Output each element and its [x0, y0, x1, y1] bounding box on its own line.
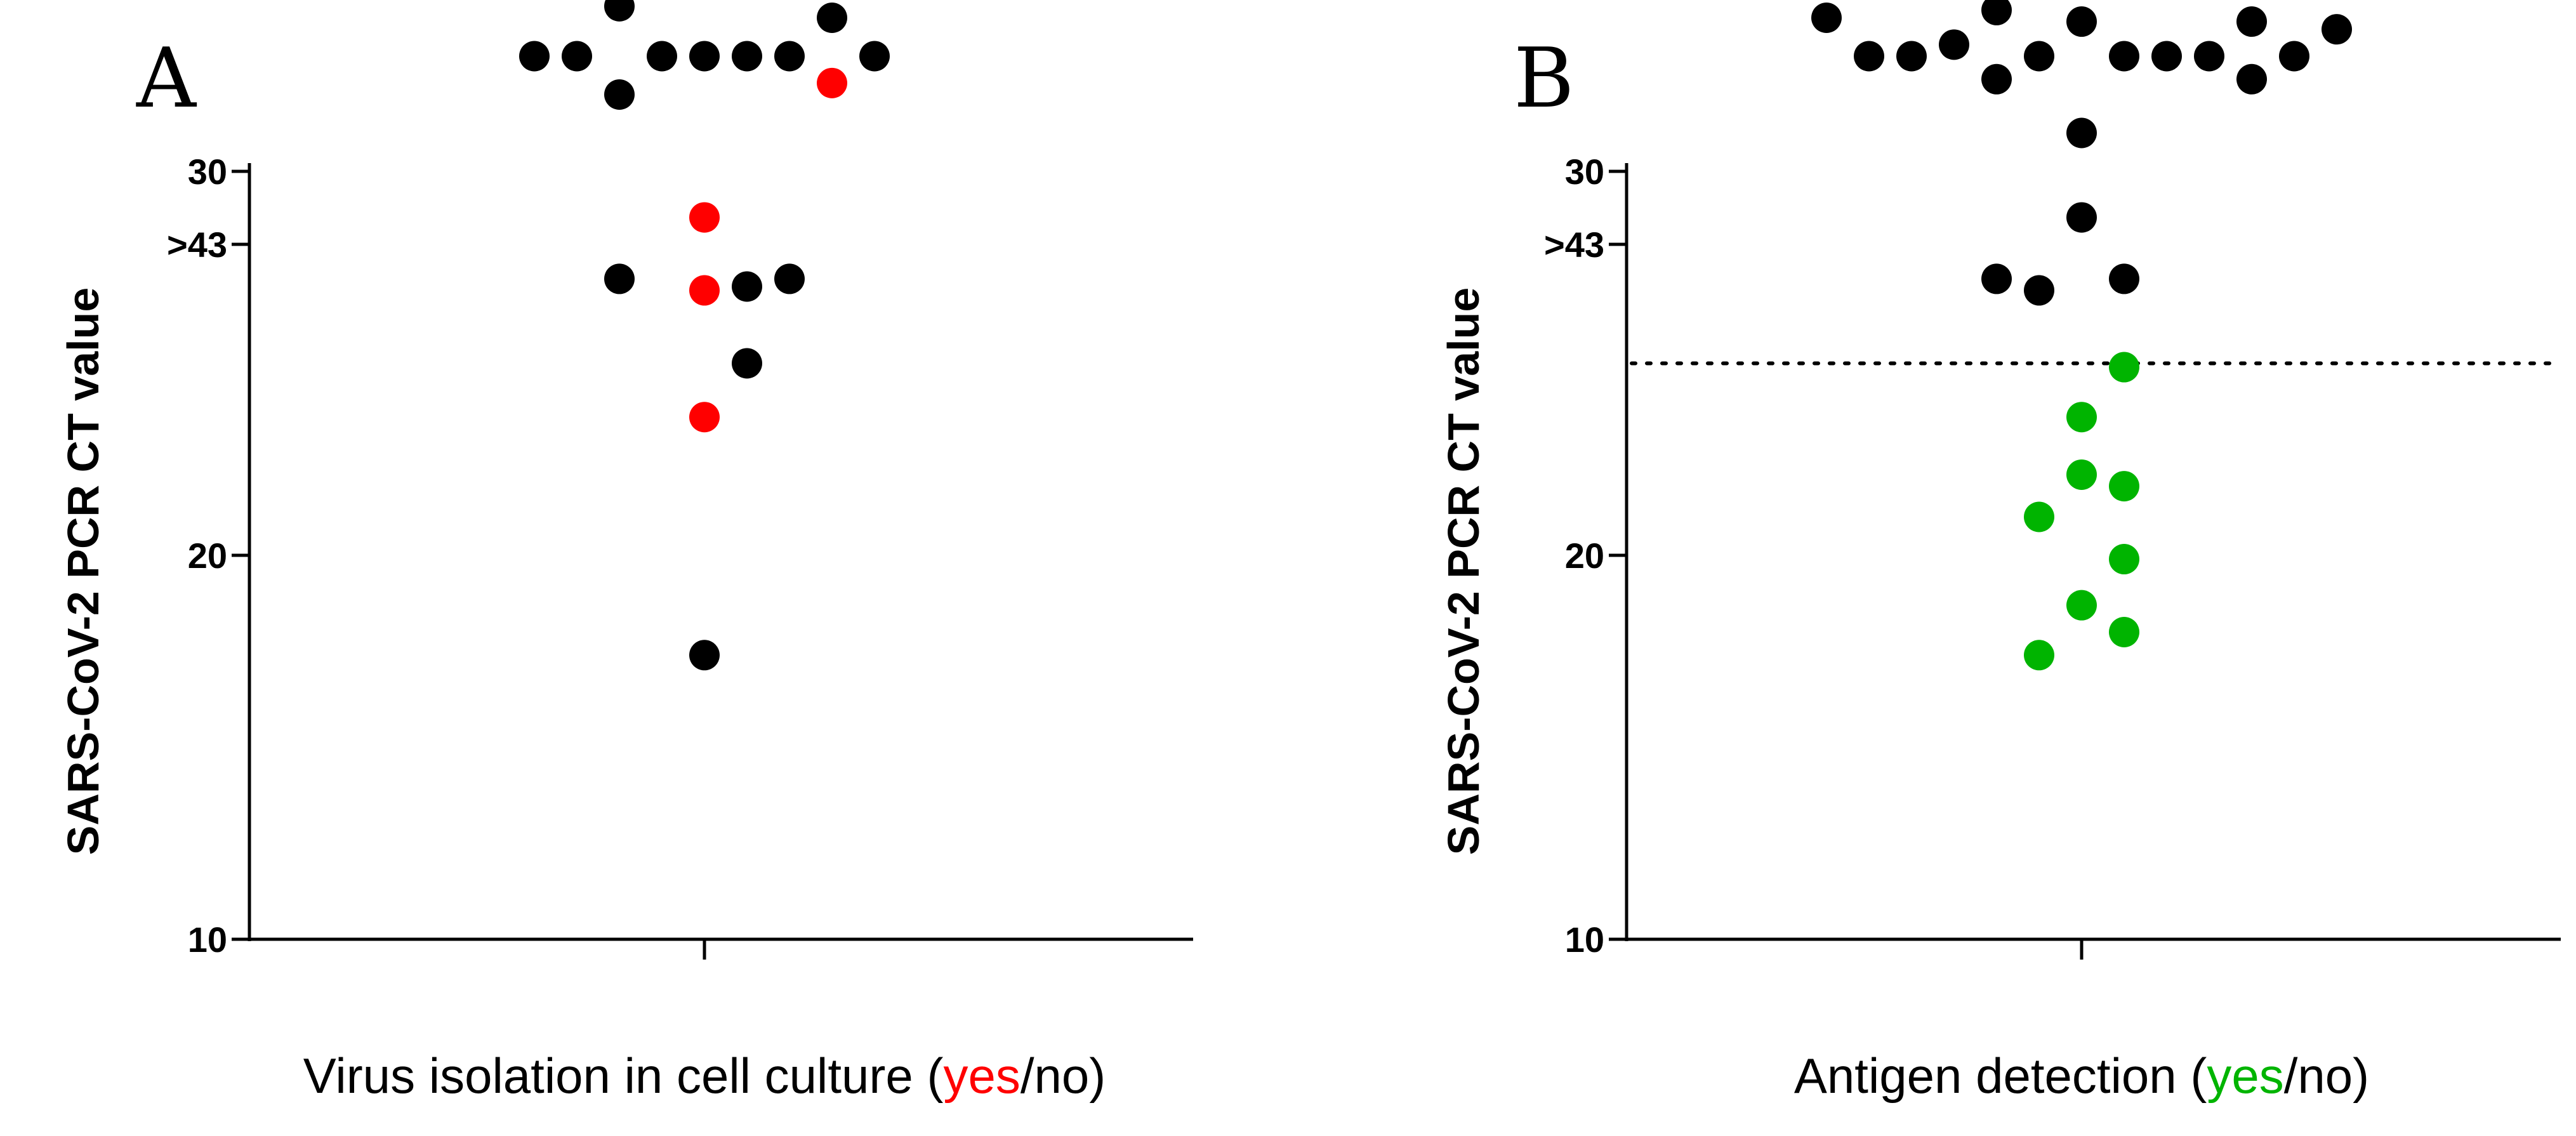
panel-b-x-axis-label: Antigen detection (yes/no)	[1794, 1048, 2369, 1104]
data-point	[604, 263, 635, 294]
data-point	[774, 41, 805, 72]
panel-b-top-tick-label: >43	[1544, 225, 1604, 265]
y-tick-label: 20	[188, 536, 227, 576]
data-point	[1811, 3, 1842, 33]
data-point	[1981, 63, 2012, 95]
data-point	[2066, 117, 2097, 149]
data-point	[2322, 14, 2352, 45]
data-point	[732, 348, 762, 379]
panel-a-y-ticks: 10203040	[188, 152, 249, 960]
data-point	[2066, 202, 2097, 233]
data-point-positive	[2109, 544, 2139, 575]
data-point-positive	[2109, 352, 2139, 383]
data-point	[2279, 41, 2309, 72]
panel-b-reference-lines	[1630, 361, 2563, 366]
panel-a-top-tick-label: >43	[167, 225, 227, 265]
data-point	[2109, 41, 2139, 72]
data-point	[604, 0, 635, 22]
data-point	[1939, 29, 1969, 60]
panel-a-x-axis-label: Virus isolation in cell culture (yes/no)	[303, 1048, 1106, 1104]
data-point-positive	[2066, 590, 2097, 621]
panel-a: A SARS-CoV-2 PCR CT value >43 10203040 V…	[58, 0, 1193, 1104]
y-tick-label: 20	[1565, 536, 1604, 576]
panel-b-letter: B	[1514, 30, 1575, 126]
data-point	[2236, 63, 2267, 95]
data-point-positive	[2024, 501, 2054, 532]
panel-a-x-label-suffix: /no)	[1020, 1048, 1106, 1104]
panel-b-points	[1811, 0, 2352, 671]
data-point	[604, 79, 635, 110]
panel-b-x-label-suffix: /no)	[2284, 1048, 2369, 1104]
data-point	[2024, 275, 2054, 306]
data-point	[1896, 41, 1927, 72]
data-point	[817, 3, 847, 33]
data-point-positive	[2109, 617, 2139, 647]
data-point	[2024, 41, 2054, 72]
data-point-positive	[2024, 640, 2054, 671]
data-point	[732, 271, 762, 302]
y-tick-label: 30	[188, 152, 227, 192]
data-point-positive	[2066, 459, 2097, 490]
panel-a-x-label-yes: yes	[943, 1048, 1020, 1104]
data-point	[647, 41, 677, 72]
panel-a-points	[519, 0, 890, 671]
panel-a-y-axis-label: SARS-CoV-2 PCR CT value	[58, 287, 108, 855]
data-point	[1981, 0, 2012, 25]
y-tick-label: 10	[1565, 920, 1604, 960]
data-point-positive	[689, 402, 720, 433]
data-point-positive	[689, 275, 720, 306]
data-point	[1981, 263, 2012, 294]
data-point-positive	[689, 202, 720, 233]
data-point-positive	[2066, 402, 2097, 433]
data-point	[689, 41, 720, 72]
data-point	[2066, 6, 2097, 37]
panel-b-x-label-yes: yes	[2207, 1048, 2283, 1104]
data-point	[689, 640, 720, 671]
panel-b-x-label-prefix: Antigen detection (	[1794, 1048, 2207, 1104]
data-point	[2194, 41, 2224, 72]
data-point-positive	[2109, 471, 2139, 502]
data-point	[2236, 6, 2267, 37]
panel-b-y-axis-label: SARS-CoV-2 PCR CT value	[1439, 287, 1488, 855]
data-point	[1854, 41, 1884, 72]
data-point	[2151, 41, 2182, 72]
data-point	[732, 41, 762, 72]
data-point	[2109, 263, 2139, 294]
y-tick-label: 30	[1565, 152, 1604, 192]
panel-a-x-label-prefix: Virus isolation in cell culture (	[303, 1048, 944, 1104]
panel-b-y-ticks: 10203040	[1565, 152, 1627, 960]
data-point	[774, 263, 805, 294]
panel-a-letter: A	[136, 30, 197, 126]
panel-b: B SARS-CoV-2 PCR CT value >43 10203040 A…	[1439, 0, 2563, 1104]
data-point	[519, 41, 550, 72]
y-tick-label: 10	[188, 920, 227, 960]
data-point	[562, 41, 592, 72]
data-point	[859, 41, 890, 72]
data-point-positive	[817, 67, 847, 98]
